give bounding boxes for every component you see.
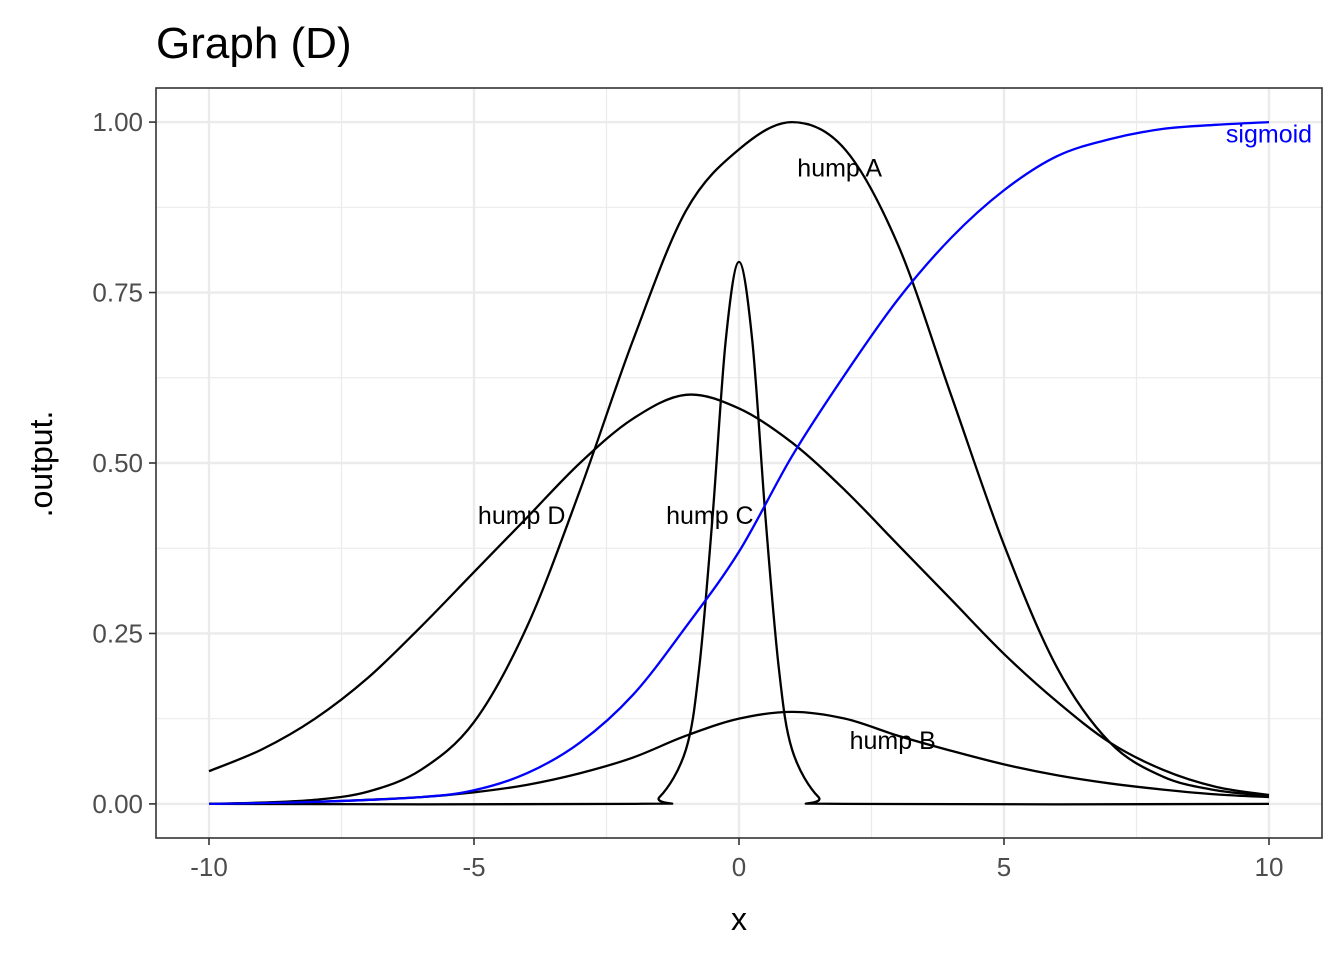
y-tick-label: 0.75	[92, 278, 143, 308]
y-axis-title: .output.	[23, 411, 59, 518]
curve-label-hump-d: hump D	[478, 502, 566, 530]
curve-label-hump-c: hump C	[666, 502, 754, 530]
curve-label-hump-a: hump A	[797, 154, 882, 182]
plot-panel: hump A hump B hump C hump D sigmoid	[155, 87, 1323, 839]
x-tick-label: 5	[997, 852, 1011, 882]
x-tick-label: 10	[1255, 852, 1284, 882]
y-tick-label: 1.00	[92, 107, 143, 137]
chart-title: Graph (D)	[156, 19, 352, 68]
x-tick-label: -10	[190, 852, 228, 882]
y-tick-label: 0.50	[92, 448, 143, 478]
series-line-hump-c	[208, 260, 1270, 806]
x-tick-label: -5	[462, 852, 485, 882]
series-line-hump-d	[208, 393, 1270, 797]
curve-label-hump-b: hump B	[850, 727, 936, 755]
y-tick-label: 0.00	[92, 789, 143, 819]
series-line-sigmoid	[208, 120, 1270, 806]
y-tick-label: 0.25	[92, 618, 143, 648]
curve-label-sigmoid: sigmoid	[1226, 120, 1312, 148]
x-tick-label: 0	[732, 852, 746, 882]
x-axis-title: x	[731, 901, 747, 937]
series-line-hump-a	[208, 120, 1270, 806]
